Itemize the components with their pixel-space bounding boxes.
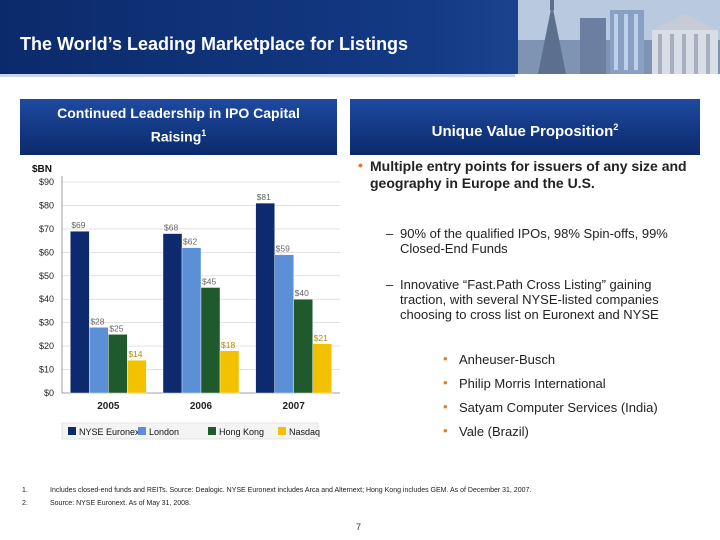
company-item: • Anheuser-Busch [443, 351, 556, 367]
y-tick-label: $0 [44, 388, 54, 398]
dash-icon: – [386, 277, 394, 292]
data-label: $21 [314, 333, 328, 343]
data-label: $59 [276, 244, 290, 254]
y-tick-label: $50 [39, 271, 54, 281]
company-item: • Vale (Brazil) [443, 423, 529, 439]
y-tick-label: $80 [39, 200, 54, 210]
bullet-dot-icon: • [443, 423, 448, 438]
bar-nasdaq [312, 343, 332, 394]
bar-nyse-euronext [162, 233, 183, 394]
bar-nyse-euronext [255, 202, 275, 394]
dash-icon: – [386, 226, 394, 241]
value-proposition-heading: Unique Value Proposition2 [350, 99, 700, 155]
data-label: $62 [183, 237, 197, 247]
data-label: $14 [128, 349, 142, 359]
bar-nasdaq [219, 350, 240, 394]
bar-london [181, 247, 202, 394]
data-label: $40 [295, 288, 309, 298]
legend-swatch [208, 427, 216, 435]
page-title: The World’s Leading Marketplace for List… [20, 34, 409, 54]
bar-nasdaq [127, 359, 147, 394]
legend-label: London [149, 427, 179, 437]
footnote-text: Includes closed-end funds and REITs. Sou… [50, 487, 532, 494]
bullet-dot-icon: • [443, 351, 448, 366]
legend-swatch [138, 427, 146, 435]
y-tick-label: $60 [39, 247, 54, 257]
data-label: $69 [71, 220, 85, 230]
data-label: $25 [109, 323, 123, 333]
bar-nyse-euronext [70, 231, 90, 394]
bullet-dot-icon: • [443, 375, 448, 390]
y-tick-label: $70 [39, 224, 54, 234]
legend-label: Nasdaq [289, 427, 320, 437]
footnote-number: 2. [22, 500, 28, 507]
bullet-main: • Multiple entry points for issuers of a… [358, 157, 687, 191]
legend-swatch [278, 427, 286, 435]
bar-hong-kong [108, 334, 128, 394]
ipo-leadership-heading: Continued Leadership in IPO Capital Rais… [20, 99, 337, 155]
data-label: $81 [257, 192, 271, 202]
ipo-capital-chart: $BN $0 $10 $20 $30 $40 $50 $60 $70 $80 $90 $69 $28 $2… [32, 164, 340, 440]
footnote-text: Source: NYSE Euronext. As of May 31, 200… [50, 500, 191, 507]
data-label: $18 [221, 340, 235, 350]
bar-london [274, 254, 294, 394]
x-tick-label: 2007 [283, 401, 306, 412]
bar-london [89, 327, 109, 394]
bullet-sub-1: – 90% of the qualified IPOs, 98% Spin-of… [386, 226, 668, 256]
footnote-number: 1. [22, 487, 28, 494]
legend-swatch [68, 427, 76, 435]
bullet-sub-2: – Innovative “Fast.Path Cross Listing” g… [386, 277, 659, 322]
y-tick-label: $30 [39, 318, 54, 328]
x-tick-label: 2006 [190, 401, 213, 412]
company-item: • Philip Morris International [443, 375, 606, 391]
company-item: • Satyam Computer Services (India) [443, 399, 658, 415]
ipo-heading-line2: Raising1 [150, 128, 207, 145]
bullet-dot-icon: • [443, 399, 448, 414]
data-label: $68 [164, 223, 178, 233]
page-number: 7 [356, 522, 362, 532]
ipo-heading-line1: Continued Leadership in IPO Capital [57, 105, 300, 121]
legend-label: NYSE Euronext [79, 427, 143, 437]
bar-hong-kong [200, 287, 221, 394]
city-skyline-image [518, 0, 720, 74]
legend-label: Hong Kong [219, 427, 264, 437]
legend-box [61, 422, 319, 440]
y-axis-label: $BN [32, 164, 52, 175]
data-label: $45 [202, 277, 216, 287]
y-tick-label: $10 [39, 365, 54, 375]
data-label: $28 [90, 316, 104, 326]
y-tick-label: $90 [39, 177, 54, 187]
header-divider [0, 74, 515, 77]
y-tick-label: $40 [39, 294, 54, 304]
y-tick-label: $20 [39, 341, 54, 351]
bar-hong-kong [293, 299, 313, 394]
x-tick-label: 2005 [97, 401, 120, 412]
bullet-dot-icon: • [358, 157, 363, 173]
